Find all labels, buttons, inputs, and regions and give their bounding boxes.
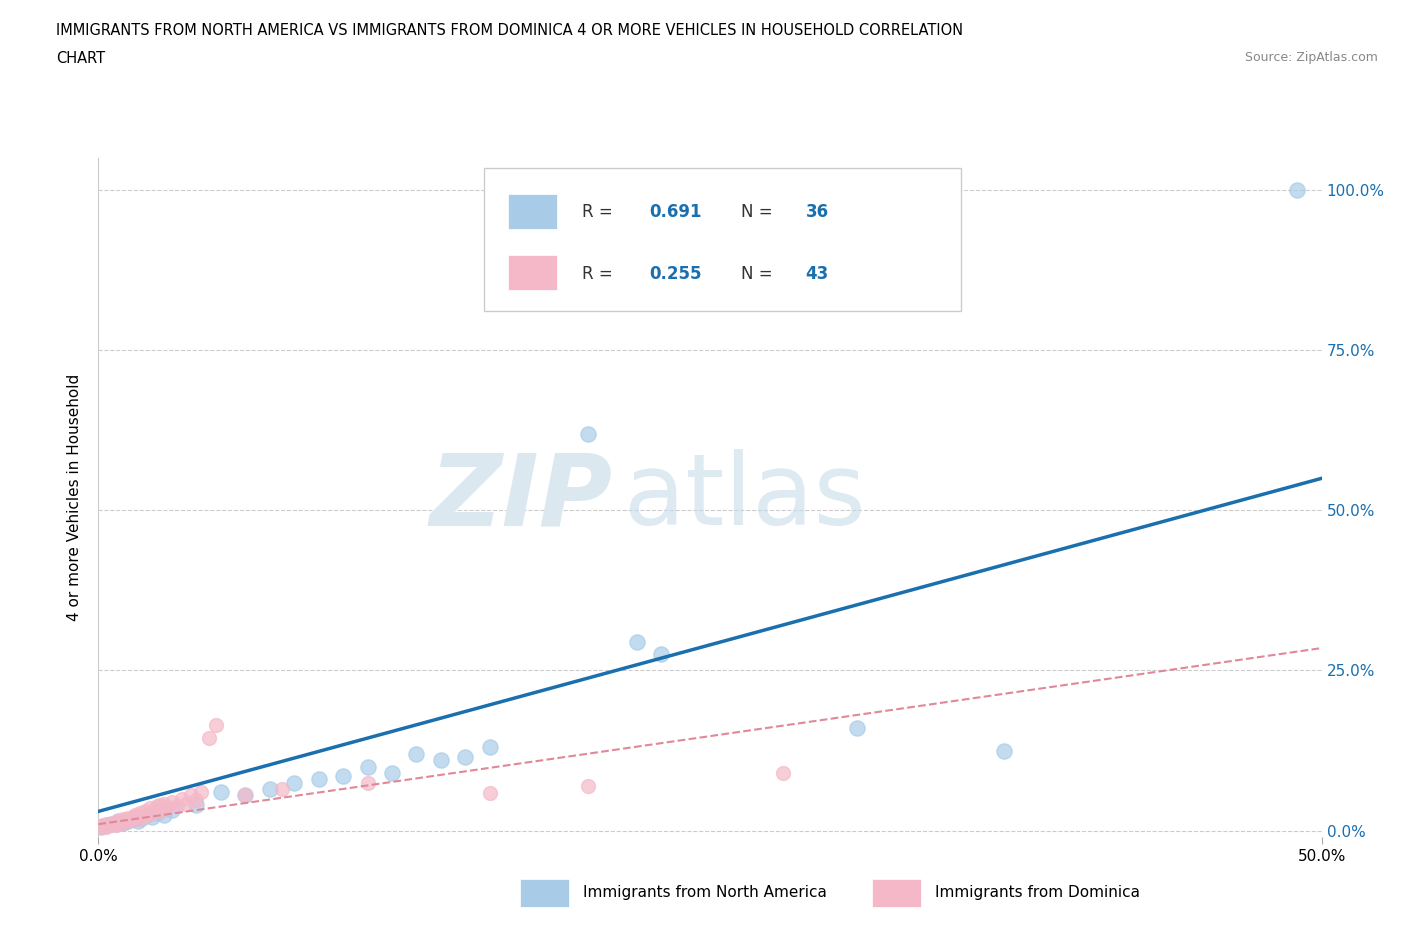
Point — [1286, 182, 1309, 197]
Point — [111, 812, 134, 827]
Point — [139, 801, 162, 816]
Point — [170, 791, 193, 806]
Point — [153, 796, 176, 811]
Text: 0.691: 0.691 — [650, 204, 702, 221]
Point — [136, 807, 159, 822]
Point — [129, 805, 152, 820]
FancyBboxPatch shape — [484, 168, 960, 311]
Point — [141, 805, 163, 820]
Point — [134, 804, 156, 818]
Text: IMMIGRANTS FROM NORTH AMERICA VS IMMIGRANTS FROM DOMINICA 4 OR MORE VEHICLES IN : IMMIGRANTS FROM NORTH AMERICA VS IMMIGRA… — [56, 23, 963, 38]
Point — [308, 772, 330, 787]
Point — [186, 798, 208, 813]
Point — [153, 807, 176, 822]
Point — [107, 814, 129, 829]
Text: N =: N = — [741, 264, 778, 283]
Point — [576, 426, 599, 441]
Point — [650, 647, 672, 662]
Point — [110, 817, 132, 831]
Point — [111, 816, 134, 830]
Text: 0.255: 0.255 — [650, 264, 702, 283]
Point — [104, 817, 127, 832]
Text: Immigrants from Dominica: Immigrants from Dominica — [935, 885, 1140, 900]
FancyBboxPatch shape — [508, 194, 557, 230]
Point — [209, 785, 232, 800]
Point — [381, 765, 404, 780]
Point — [176, 796, 198, 811]
Point — [94, 819, 117, 834]
Text: N =: N = — [741, 204, 778, 221]
Point — [186, 792, 208, 807]
Text: 36: 36 — [806, 204, 828, 221]
FancyBboxPatch shape — [508, 255, 557, 290]
Point — [100, 817, 122, 831]
Point — [576, 778, 599, 793]
Point — [197, 730, 219, 745]
Point — [180, 788, 202, 803]
Point — [117, 814, 139, 829]
Point — [97, 817, 120, 831]
Point — [141, 809, 163, 824]
Point — [124, 810, 146, 825]
Point — [131, 809, 153, 824]
Point — [356, 759, 378, 774]
Point — [160, 803, 183, 817]
Y-axis label: 4 or more Vehicles in Household: 4 or more Vehicles in Household — [67, 374, 83, 621]
Point — [478, 740, 501, 755]
Text: Source: ZipAtlas.com: Source: ZipAtlas.com — [1244, 51, 1378, 64]
Point — [405, 746, 427, 761]
Point — [90, 820, 112, 835]
Point — [114, 814, 136, 829]
Point — [104, 817, 127, 831]
Point — [143, 803, 166, 817]
Text: CHART: CHART — [56, 51, 105, 66]
Point — [190, 785, 212, 800]
Text: R =: R = — [582, 264, 617, 283]
Point — [233, 788, 256, 803]
Point — [107, 814, 129, 829]
Point — [430, 752, 453, 767]
Point — [91, 818, 114, 833]
Point — [94, 818, 117, 833]
Point — [146, 805, 169, 820]
Point — [127, 814, 149, 829]
Point — [356, 775, 378, 790]
Point — [166, 799, 188, 814]
Point — [150, 804, 173, 818]
Point — [478, 786, 501, 801]
Text: 43: 43 — [806, 264, 828, 283]
Point — [121, 809, 143, 824]
Point — [124, 807, 146, 822]
Point — [127, 812, 149, 827]
Point — [149, 804, 172, 818]
Point — [146, 799, 169, 814]
Point — [993, 743, 1015, 758]
Text: R =: R = — [582, 204, 617, 221]
Point — [259, 781, 281, 796]
Point — [101, 816, 124, 830]
Point — [149, 798, 172, 813]
Point — [772, 765, 794, 780]
Point — [100, 818, 122, 833]
Point — [156, 801, 179, 816]
Point — [233, 788, 256, 803]
Point — [454, 750, 477, 764]
Point — [626, 634, 648, 649]
Point — [270, 781, 294, 796]
Text: Immigrants from North America: Immigrants from North America — [583, 885, 827, 900]
Point — [283, 775, 305, 790]
Text: ZIP: ZIP — [429, 449, 612, 546]
Point — [205, 717, 228, 732]
Point — [332, 769, 354, 784]
Point — [90, 820, 112, 835]
Point — [160, 794, 183, 809]
Point — [117, 810, 139, 825]
Point — [121, 812, 143, 827]
Point — [136, 807, 159, 822]
Text: atlas: atlas — [624, 449, 866, 546]
Point — [120, 813, 142, 828]
Point — [131, 810, 153, 825]
Point — [845, 721, 868, 736]
